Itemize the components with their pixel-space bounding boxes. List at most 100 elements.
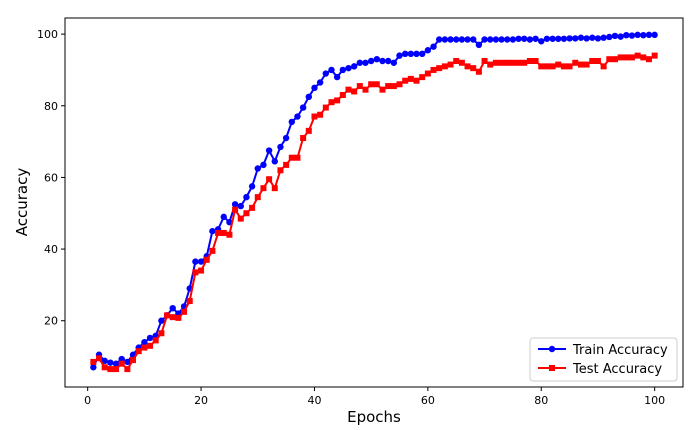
data-point bbox=[277, 167, 284, 174]
data-point bbox=[651, 52, 658, 59]
legend-test-marker bbox=[549, 365, 555, 371]
data-point bbox=[384, 57, 392, 65]
data-point bbox=[418, 50, 426, 58]
data-point bbox=[600, 63, 607, 70]
data-point bbox=[164, 312, 171, 319]
data-point bbox=[249, 204, 256, 211]
data-point bbox=[231, 201, 239, 208]
data-point bbox=[617, 54, 624, 61]
data-point bbox=[481, 57, 488, 64]
data-point bbox=[549, 63, 556, 70]
data-point bbox=[271, 158, 278, 165]
data-point bbox=[260, 161, 267, 169]
data-point bbox=[265, 147, 273, 154]
data-point bbox=[305, 127, 312, 134]
y-tick-label: 100 bbox=[37, 28, 58, 41]
data-point bbox=[300, 135, 307, 142]
data-point bbox=[628, 54, 635, 61]
y-axis-ticks: 20 40 60 80 100 bbox=[37, 28, 65, 328]
data-point bbox=[623, 54, 630, 61]
data-point bbox=[373, 55, 381, 63]
data-point bbox=[441, 36, 449, 43]
data-point bbox=[402, 77, 409, 84]
x-tick-label: 100 bbox=[644, 394, 665, 407]
x-axis-label: Epochs bbox=[347, 408, 401, 426]
data-point bbox=[555, 61, 562, 68]
data-point bbox=[583, 35, 590, 42]
data-point bbox=[458, 59, 465, 66]
data-point bbox=[396, 52, 403, 59]
data-point bbox=[583, 61, 590, 68]
data-point bbox=[390, 83, 397, 90]
data-point bbox=[538, 63, 545, 70]
data-point bbox=[538, 38, 545, 45]
legend: Train Accuracy Test Accuracy bbox=[529, 337, 678, 382]
data-point bbox=[470, 36, 477, 43]
data-point bbox=[600, 34, 607, 41]
data-point bbox=[481, 36, 488, 43]
data-point bbox=[464, 36, 471, 43]
data-point bbox=[118, 360, 125, 367]
data-point bbox=[220, 213, 227, 221]
data-point bbox=[124, 366, 131, 373]
data-point bbox=[186, 298, 193, 305]
data-point bbox=[385, 83, 392, 90]
legend-train-label: Train Accuracy bbox=[572, 343, 668, 358]
data-point bbox=[555, 35, 562, 42]
data-point bbox=[299, 104, 307, 111]
data-point bbox=[470, 65, 477, 72]
data-point bbox=[90, 358, 97, 365]
data-point bbox=[526, 36, 534, 43]
x-tick-label: 40 bbox=[307, 394, 321, 407]
data-point bbox=[322, 104, 329, 111]
data-point bbox=[526, 57, 533, 64]
data-point bbox=[498, 36, 505, 43]
data-point bbox=[407, 75, 414, 82]
data-point bbox=[560, 63, 567, 70]
data-point bbox=[640, 54, 647, 61]
data-point bbox=[566, 35, 573, 42]
data-point bbox=[368, 81, 375, 88]
data-point bbox=[169, 304, 176, 312]
data-point bbox=[453, 36, 460, 43]
data-point bbox=[112, 360, 120, 367]
data-point bbox=[362, 59, 369, 66]
data-point bbox=[498, 59, 505, 66]
data-point bbox=[107, 366, 114, 373]
data-point bbox=[288, 154, 295, 161]
x-axis-ticks: 0 20 40 60 80 100 bbox=[84, 387, 665, 407]
data-point bbox=[328, 66, 335, 74]
data-point bbox=[543, 63, 550, 70]
data-point bbox=[362, 86, 369, 93]
x-tick-label: 60 bbox=[421, 394, 435, 407]
data-point bbox=[311, 113, 318, 120]
data-point bbox=[356, 59, 364, 66]
data-point bbox=[96, 355, 103, 362]
legend-train-marker bbox=[548, 345, 556, 353]
legend-test-label: Test Accuracy bbox=[572, 362, 662, 377]
data-point bbox=[424, 70, 431, 77]
data-point bbox=[101, 364, 108, 371]
data-point bbox=[237, 202, 244, 210]
data-point bbox=[509, 59, 516, 66]
data-point bbox=[209, 227, 216, 235]
data-point bbox=[509, 36, 517, 43]
data-point bbox=[487, 61, 494, 68]
data-point bbox=[288, 118, 295, 126]
data-point bbox=[492, 36, 500, 43]
data-point bbox=[560, 35, 568, 42]
data-point bbox=[345, 86, 352, 93]
data-point bbox=[543, 35, 551, 42]
data-point bbox=[294, 113, 301, 120]
data-point bbox=[436, 65, 443, 72]
data-point bbox=[232, 206, 239, 213]
x-tick-label: 80 bbox=[534, 394, 548, 407]
data-point bbox=[475, 41, 483, 49]
data-point bbox=[447, 36, 454, 43]
data-point bbox=[316, 79, 324, 86]
data-point bbox=[197, 258, 205, 265]
data-point bbox=[192, 258, 199, 265]
data-point bbox=[634, 31, 641, 39]
y-axis-label: Accuracy bbox=[13, 168, 31, 237]
